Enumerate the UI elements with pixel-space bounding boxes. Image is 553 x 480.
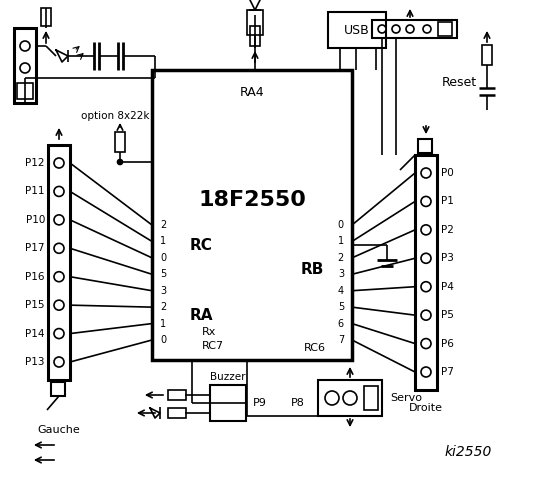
Bar xyxy=(438,22,452,36)
Text: P2: P2 xyxy=(441,225,454,235)
Text: RB: RB xyxy=(301,263,324,277)
Text: 4: 4 xyxy=(338,286,344,296)
Text: P16: P16 xyxy=(25,272,45,282)
Text: USB: USB xyxy=(344,24,370,36)
Text: 7: 7 xyxy=(338,335,344,345)
Text: Gauche: Gauche xyxy=(38,425,80,435)
Text: 2: 2 xyxy=(338,253,344,263)
Bar xyxy=(372,20,457,38)
Text: P5: P5 xyxy=(441,310,454,320)
Text: P7: P7 xyxy=(441,367,454,377)
Text: 3: 3 xyxy=(160,286,166,296)
Text: P6: P6 xyxy=(441,338,454,348)
Text: 2: 2 xyxy=(160,220,166,230)
Circle shape xyxy=(54,272,64,282)
Text: 1: 1 xyxy=(338,237,344,246)
Text: P3: P3 xyxy=(441,253,454,264)
Text: RA: RA xyxy=(190,308,213,323)
Circle shape xyxy=(421,196,431,206)
Text: 1: 1 xyxy=(160,319,166,329)
Text: P12: P12 xyxy=(25,158,45,168)
Text: P8: P8 xyxy=(291,398,305,408)
Text: P14: P14 xyxy=(25,329,45,338)
Text: P15: P15 xyxy=(25,300,45,310)
Circle shape xyxy=(421,338,431,348)
Circle shape xyxy=(421,282,431,292)
Circle shape xyxy=(421,367,431,377)
Bar xyxy=(210,385,246,421)
Text: Servo: Servo xyxy=(390,393,422,403)
Text: P9: P9 xyxy=(253,398,267,408)
Text: ki2550: ki2550 xyxy=(444,445,492,459)
Bar xyxy=(48,145,70,380)
Circle shape xyxy=(54,215,64,225)
Text: RA4: RA4 xyxy=(239,85,264,98)
Bar xyxy=(482,45,492,65)
Bar xyxy=(51,382,65,396)
Circle shape xyxy=(421,225,431,235)
Bar xyxy=(318,380,382,416)
Text: P4: P4 xyxy=(441,282,454,292)
Circle shape xyxy=(421,310,431,320)
Text: P13: P13 xyxy=(25,357,45,367)
Bar xyxy=(250,26,260,46)
Text: P0: P0 xyxy=(441,168,454,178)
Circle shape xyxy=(54,243,64,253)
Text: Rx: Rx xyxy=(202,327,216,337)
Text: P10: P10 xyxy=(25,215,45,225)
Circle shape xyxy=(378,25,386,33)
Text: 0: 0 xyxy=(160,253,166,263)
Bar xyxy=(168,408,186,418)
Circle shape xyxy=(54,158,64,168)
Bar xyxy=(415,155,437,390)
Text: 6: 6 xyxy=(338,319,344,329)
Bar xyxy=(247,10,263,35)
Bar xyxy=(152,70,352,360)
Text: 2: 2 xyxy=(160,302,166,312)
Text: RC: RC xyxy=(190,238,213,252)
Circle shape xyxy=(117,159,123,165)
Circle shape xyxy=(54,357,64,367)
Text: P1: P1 xyxy=(441,196,454,206)
Text: P11: P11 xyxy=(25,186,45,196)
Circle shape xyxy=(54,300,64,310)
Circle shape xyxy=(421,168,431,178)
Text: Buzzer: Buzzer xyxy=(210,372,246,382)
Text: RC7: RC7 xyxy=(202,341,224,351)
Bar xyxy=(115,132,125,152)
Circle shape xyxy=(406,25,414,33)
Circle shape xyxy=(20,63,30,73)
Text: P17: P17 xyxy=(25,243,45,253)
Bar xyxy=(418,139,432,153)
Circle shape xyxy=(54,186,64,196)
Text: Reset: Reset xyxy=(442,75,477,88)
Text: option 8x22k: option 8x22k xyxy=(81,111,149,121)
Text: 3: 3 xyxy=(338,269,344,279)
Circle shape xyxy=(20,41,30,51)
Bar xyxy=(41,8,51,26)
Circle shape xyxy=(392,25,400,33)
Circle shape xyxy=(423,25,431,33)
Text: Droite: Droite xyxy=(409,403,443,413)
Text: 1: 1 xyxy=(160,237,166,246)
Circle shape xyxy=(421,253,431,264)
Text: RC6: RC6 xyxy=(304,343,326,353)
Text: 0: 0 xyxy=(338,220,344,230)
Text: 5: 5 xyxy=(338,302,344,312)
Bar xyxy=(14,28,36,103)
Circle shape xyxy=(54,329,64,338)
Circle shape xyxy=(343,391,357,405)
Text: 18F2550: 18F2550 xyxy=(198,190,306,210)
Bar xyxy=(17,83,33,99)
Text: 0: 0 xyxy=(160,335,166,345)
Bar xyxy=(168,390,186,400)
Bar xyxy=(328,12,386,48)
Circle shape xyxy=(325,391,339,405)
Text: 5: 5 xyxy=(160,269,166,279)
Bar xyxy=(364,386,378,410)
